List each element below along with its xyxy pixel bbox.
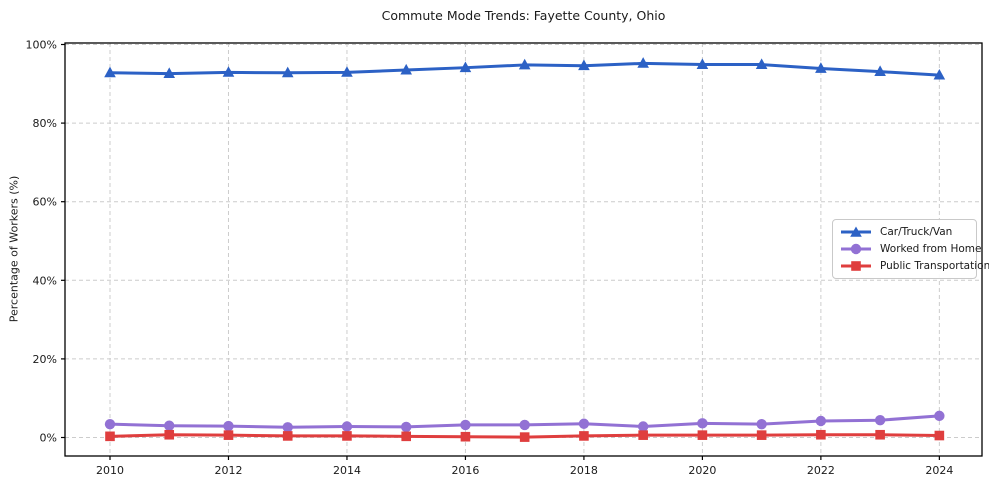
data-point-public-transportation	[638, 430, 648, 440]
data-point-car-truck-van	[400, 63, 412, 75]
legend-label-car-truck-van: Car/Truck/Van	[880, 226, 953, 239]
data-point-worked-from-home	[223, 420, 234, 432]
data-point-worked-from-home	[519, 419, 530, 431]
data-point-public-transportation	[223, 430, 234, 440]
data-point-car-truck-van	[815, 62, 827, 73]
legend-item-worked-from-home: Worked from Home	[839, 241, 981, 257]
x-tick-label: 2010	[96, 464, 124, 477]
legend-triangle-glyph	[850, 226, 862, 238]
y-tick-label: 40%	[33, 274, 57, 287]
data-point-public-transportation	[164, 429, 175, 440]
data-point-car-truck-van	[755, 58, 768, 69]
chart-title: Commute Mode Trends: Fayette County, Ohi…	[381, 8, 666, 23]
data-point-public-transportation	[460, 431, 471, 442]
data-point-car-truck-van	[874, 65, 886, 77]
data-point-public-transportation	[875, 429, 885, 440]
legend-circle-glyph	[850, 243, 862, 255]
data-point-car-truck-van	[281, 66, 294, 78]
data-point-worked-from-home	[578, 418, 590, 429]
x-tick-label: 2012	[214, 464, 242, 477]
y-tick-label: 100%	[26, 39, 57, 52]
data-point-worked-from-home	[637, 421, 649, 432]
data-point-public-transportation	[816, 429, 826, 440]
x-tick-label: 2016	[451, 464, 479, 477]
data-point-worked-from-home	[874, 415, 886, 426]
legend-label-public-transportation: Public Transportation	[880, 259, 989, 272]
data-point-car-truck-van	[637, 57, 649, 68]
legend-circle-marker-icon	[841, 243, 871, 255]
legend-item-public-transportation: Public Transportation	[839, 258, 989, 274]
data-point-car-truck-van	[696, 58, 709, 69]
legend: Car/Truck/Van Worked from Home Public Tr…	[832, 219, 989, 279]
x-tick-label: 2018	[570, 464, 598, 477]
axis-frame	[64, 42, 983, 457]
data-point-public-transportation	[756, 430, 767, 440]
data-point-worked-from-home	[815, 415, 827, 427]
y-tick-label: 0%	[40, 432, 57, 445]
legend-item-car-truck-van: Car/Truck/Van	[839, 224, 970, 240]
data-point-worked-from-home	[697, 418, 708, 429]
data-point-worked-from-home	[460, 419, 471, 431]
legend-square-marker-icon	[841, 260, 871, 271]
legend-square-glyph	[851, 260, 861, 271]
y-tick-label: 20%	[33, 353, 57, 366]
x-tick-label: 2024	[925, 464, 953, 477]
data-point-car-truck-van	[163, 67, 176, 78]
data-point-worked-from-home	[164, 420, 175, 431]
legend-label-worked-from-home: Worked from Home	[880, 242, 982, 255]
data-point-public-transportation	[282, 431, 293, 441]
data-point-car-truck-van	[104, 66, 116, 78]
data-point-public-transportation	[697, 430, 708, 440]
data-point-worked-from-home	[104, 418, 116, 430]
data-point-car-truck-van	[222, 66, 235, 77]
data-point-public-transportation	[519, 432, 530, 442]
legend-triangle-marker-icon	[841, 226, 871, 238]
data-point-car-truck-van	[459, 61, 472, 73]
x-tick-label: 2020	[688, 464, 716, 477]
data-point-public-transportation	[934, 430, 945, 441]
data-point-worked-from-home	[756, 418, 767, 430]
y-tick-label: 80%	[33, 117, 57, 130]
data-point-car-truck-van	[518, 58, 531, 70]
data-point-car-truck-van	[578, 59, 590, 71]
y-tick-label: 60%	[33, 196, 57, 209]
data-point-public-transportation	[105, 431, 115, 442]
data-point-worked-from-home	[282, 422, 293, 433]
data-point-public-transportation	[342, 431, 352, 441]
data-point-car-truck-van	[341, 66, 353, 77]
data-point-worked-from-home	[341, 421, 353, 432]
x-tick-label: 2014	[333, 464, 361, 477]
data-point-worked-from-home	[934, 410, 945, 422]
data-point-public-transportation	[401, 431, 411, 442]
data-point-worked-from-home	[401, 421, 412, 433]
data-point-car-truck-van	[933, 68, 946, 80]
data-point-public-transportation	[579, 431, 589, 441]
x-tick-label: 2022	[807, 464, 835, 477]
